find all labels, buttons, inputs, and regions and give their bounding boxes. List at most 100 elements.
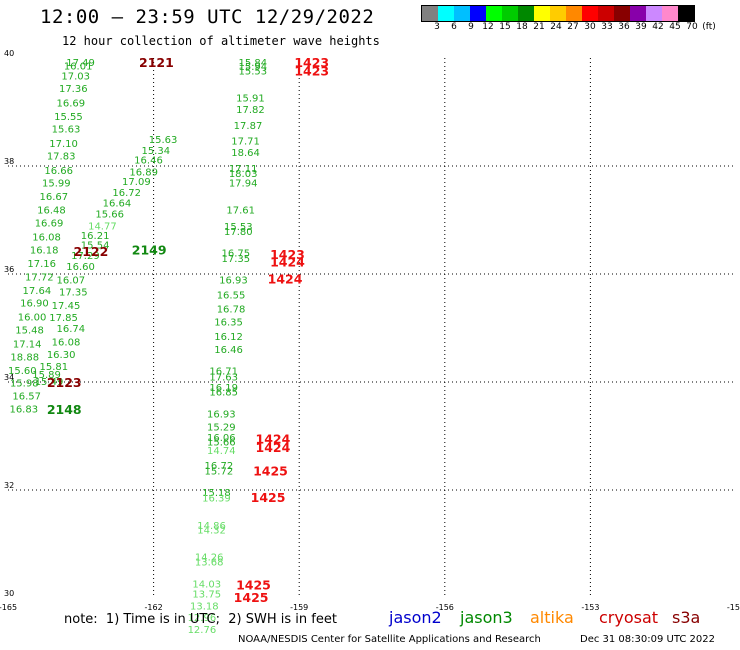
color-scale-legend	[421, 5, 695, 22]
wave-height-value: 15.48	[15, 326, 44, 337]
legend-label: 6	[451, 22, 457, 32]
wave-height-value: 15.84	[239, 58, 268, 69]
color-scale-labels: 3 6 9 12 15 18 21 24 27 30 33 36 39 42 45 70 (ft)	[421, 22, 740, 34]
wave-height-value: 15.18	[202, 488, 231, 499]
wave-height-value: 13.75	[192, 590, 221, 601]
wave-height-value: 14.32	[197, 525, 226, 536]
wave-height-value: 16.69	[57, 98, 86, 109]
wave-height-value: 14.77	[88, 221, 117, 232]
wave-height-value: 17.11	[229, 164, 258, 175]
legend-label: 18	[516, 22, 528, 32]
pass-time-label: 2122	[74, 244, 109, 259]
pass-time-label: 1424	[270, 255, 305, 270]
wave-height-value: 17.14	[13, 340, 42, 351]
axis-ticks: -165 -162 -159 -156 -153 -150 30 32 34 36 38 40	[0, 49, 740, 612]
legend-label: 42	[652, 22, 664, 32]
lon-tick-label: -162	[145, 603, 163, 612]
wave-height-value: 15.91	[236, 93, 265, 104]
legend-swatch	[454, 6, 470, 21]
pass-time-label: 1424	[268, 271, 303, 286]
legend-swatch	[646, 6, 662, 21]
page-subtitle: 12 hour collection of altimeter wave hei…	[62, 34, 380, 48]
lat-tick-label: 38	[4, 157, 14, 166]
legend-swatch	[598, 6, 614, 21]
wave-height-value: 17.10	[49, 139, 78, 150]
wave-height-value: 17.87	[234, 121, 263, 132]
wave-height-value: 16.90	[20, 299, 49, 310]
lon-tick-label: -165	[0, 603, 17, 612]
wave-height-value: 16.64	[103, 199, 132, 210]
generation-timestamp: Dec 31 08:30:09 UTC 2022	[580, 634, 715, 645]
legend-swatch	[582, 6, 598, 21]
pass-time-label: 1424	[256, 440, 291, 455]
wave-height-value: 16.66	[44, 166, 73, 177]
lat-lon-grid	[8, 58, 736, 598]
wave-height-value: 16.60	[66, 262, 95, 273]
legend-label: 9	[468, 22, 474, 32]
wave-height-value: 16.12	[214, 332, 243, 343]
wave-height-value: 16.55	[217, 291, 246, 302]
lat-tick-label: 30	[4, 589, 14, 598]
wave-height-value: 14.26	[195, 552, 224, 563]
pass-time-label: 1425	[251, 490, 286, 505]
wave-height-value: 16.78	[217, 305, 246, 316]
wave-height-value: 15.55	[54, 112, 83, 123]
wave-height-value: 18.64	[231, 148, 260, 159]
wave-height-value: 16.01	[64, 62, 93, 73]
legend-label: 33	[601, 22, 613, 32]
pass-time-label: 2149	[132, 243, 167, 258]
wave-height-value: 15.66	[95, 210, 124, 221]
wave-height-value: 17.29	[71, 251, 100, 262]
wave-height-value: 17.49	[66, 58, 95, 69]
wave-height-value: 16.72	[112, 188, 141, 199]
credit-text: NOAA/NESDIS Center for Satellite Applica…	[238, 634, 541, 645]
wave-height-value: 16.93	[219, 275, 248, 286]
satellite-label-altika: altika	[530, 608, 574, 627]
wave-height-value: 15.99	[42, 179, 71, 190]
footer-note: note: 1) Time is in UTC; 2) SWH is in fe…	[64, 612, 337, 627]
lon-tick-label: -153	[581, 603, 599, 612]
legend-swatch	[486, 6, 502, 21]
legend-swatch	[630, 6, 646, 21]
wave-height-value: 15.60	[8, 366, 37, 377]
wave-height-value: 16.30	[47, 350, 76, 361]
pass-time-label: 1425	[234, 590, 269, 605]
wave-height-value: 17.82	[236, 105, 265, 116]
legend-label: (ft)	[702, 22, 716, 32]
wave-height-value: 15.81	[40, 362, 69, 373]
wave-height-value: 15.53	[239, 66, 268, 77]
wave-height-value: 16.39	[202, 494, 231, 505]
lat-tick-label: 36	[4, 265, 14, 274]
wave-height-value: 16.75	[222, 248, 251, 259]
legend-swatch	[566, 6, 582, 21]
wave-height-value: 17.94	[229, 179, 258, 190]
wave-height-value: 16.08	[52, 338, 81, 349]
legend-label: 36	[618, 22, 630, 32]
wave-height-value: 17.85	[49, 313, 78, 324]
satellite-label-jason3: jason3	[460, 608, 513, 627]
wave-height-value: 16.72	[205, 461, 234, 472]
legend-label: 21	[533, 22, 545, 32]
pass-time-label: 1425	[236, 578, 271, 593]
legend-swatch	[470, 6, 486, 21]
wave-height-value: 16.57	[12, 392, 41, 403]
wave-height-value: 12.76	[188, 625, 217, 636]
wave-height-value: 15.34	[141, 146, 170, 157]
pass-time-label: 2123	[47, 375, 82, 390]
wave-height-value: 17.63	[209, 373, 238, 384]
pass-time-label: 1423	[294, 55, 329, 70]
legend-swatch	[662, 6, 678, 21]
wave-height-value: 17.35	[59, 287, 88, 298]
wave-height-value: 17.35	[222, 254, 251, 265]
wave-height-value: 12.96	[188, 613, 217, 624]
wave-height-value: 18.88	[10, 353, 39, 364]
legend-swatch	[518, 6, 534, 21]
wave-height-value: 14.03	[192, 579, 221, 590]
wave-height-value: 16.89	[129, 167, 158, 178]
wave-height-value: 16.06	[207, 433, 236, 444]
wave-height-value: 17.71	[231, 137, 260, 148]
wave-height-value: 13.68	[195, 557, 224, 568]
wave-height-value: 15.63	[149, 135, 178, 146]
